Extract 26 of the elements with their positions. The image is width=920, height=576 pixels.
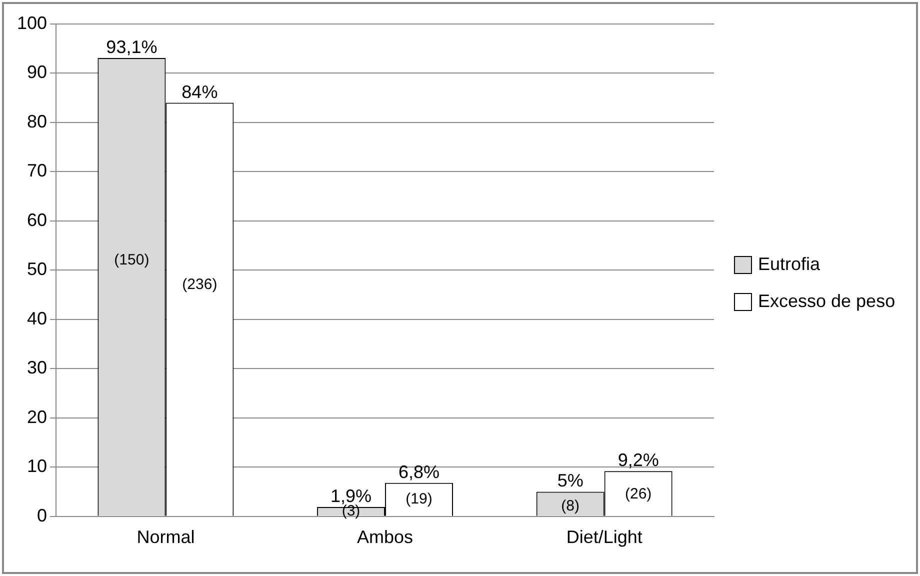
y-tick-label: 80 <box>27 111 48 132</box>
y-tick-label: 60 <box>27 210 48 230</box>
x-tick-label: Ambos <box>357 527 414 548</box>
y-tick-label: 50 <box>27 259 48 280</box>
data-label: 6,8% <box>398 462 440 482</box>
legend-label: Eutrofia <box>758 254 820 275</box>
data-label: 84% <box>182 82 218 102</box>
annotation: (150) <box>114 251 150 268</box>
y-tick-label: 20 <box>27 406 48 427</box>
y-tick-label: 10 <box>27 456 48 476</box>
annotation: (26) <box>624 485 652 502</box>
y-tick-label: 90 <box>27 62 48 82</box>
data-label: 5% <box>557 470 584 491</box>
annotation: (236) <box>182 276 218 294</box>
legend-label: Excesso de peso <box>758 291 896 312</box>
y-tick-label: 30 <box>27 358 48 378</box>
x-tick-label: Diet/Light <box>566 527 642 548</box>
y-tick-label: 0 <box>37 505 48 526</box>
data-label: 93,1% <box>106 36 158 57</box>
y-tick-label: 40 <box>27 308 48 328</box>
x-tick-label: Normal <box>136 527 195 548</box>
y-tick-label: 70 <box>27 160 48 181</box>
annotation: (8) <box>561 498 580 515</box>
data-label: 9,2% <box>618 450 659 470</box>
y-tick-label: 100 <box>16 12 48 33</box>
annotation: (19) <box>406 490 432 508</box>
